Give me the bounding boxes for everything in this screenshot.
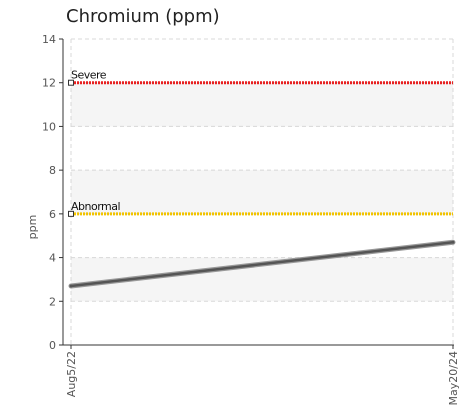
data-point (69, 284, 73, 288)
y-tick-label: 0 (49, 339, 56, 352)
x-tick-label: Aug5/22 (65, 351, 78, 397)
axes (62, 39, 454, 346)
y-tick-label: 8 (49, 164, 56, 177)
x-axis-ticks: Aug5/22 May20/24 (65, 345, 460, 405)
chart-title: Chromium (ppm) (66, 6, 220, 27)
y-axis-label: ppm (26, 215, 39, 240)
series-line (69, 241, 455, 288)
y-tick-label: 4 (49, 252, 56, 265)
background-bands (71, 82, 453, 302)
threshold-label-abnormal: Abnormal (71, 200, 120, 213)
data-series (68, 239, 456, 289)
threshold-marker-severe (68, 79, 74, 86)
y-axis-ticks: 0 2 4 6 8 10 12 14 (42, 33, 63, 352)
x-tick-label: May20/24 (447, 351, 460, 405)
y-tick-label: 10 (42, 120, 56, 133)
threshold-label-severe: Severe (71, 69, 107, 82)
background-band (71, 170, 453, 214)
threshold-marker-abnormal (68, 210, 74, 217)
threshold-lines: Severe Abnormal (68, 69, 453, 217)
data-point (451, 240, 455, 244)
y-tick-label: 2 (49, 295, 56, 308)
y-tick-label: 6 (49, 208, 56, 221)
y-tick-label: 14 (42, 33, 56, 46)
y-tick-label: 12 (42, 77, 56, 90)
background-band (71, 82, 453, 127)
